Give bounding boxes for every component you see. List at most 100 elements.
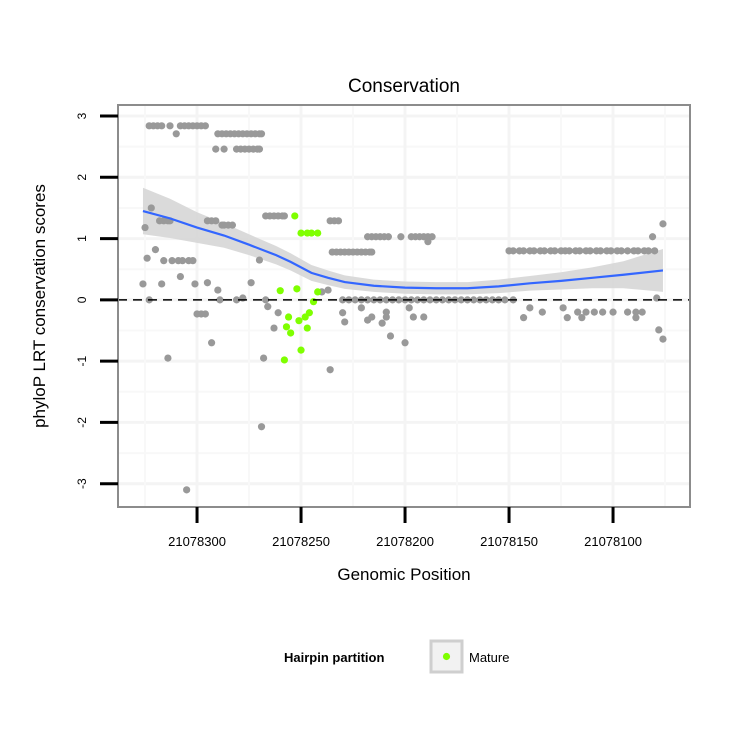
x-tick-label: 21078300 [168,534,226,549]
other-point [395,296,403,304]
mature-point [303,324,311,332]
legend-title: Hairpin partition [284,650,384,665]
other-point [624,247,632,255]
x-axis-title: Genomic Position [337,565,470,584]
other-point [401,339,409,347]
other-point [164,354,172,362]
mature-point [297,346,305,354]
other-point [586,247,594,255]
other-point [397,233,405,241]
other-point [166,122,174,130]
other-point [651,247,659,255]
y-tick-label: -3 [75,478,89,489]
mature-point [293,285,301,293]
other-point [326,366,334,374]
other-point [158,122,166,130]
other-point [590,308,598,316]
other-point [208,339,216,347]
mature-point [284,313,293,321]
y-tick-label: 1 [75,235,89,242]
y-axis: -3 -2 -1 0 1 2 3 [75,112,118,489]
other-point [262,296,270,304]
mature-point [295,317,303,325]
other-point [220,145,228,153]
other-point [264,303,272,311]
other-point [563,314,571,322]
other-point [257,423,266,431]
x-axis: 21078300 21078250 21078200 21078150 21078100 [168,507,642,549]
other-point [274,309,282,317]
other-point [183,486,191,494]
other-point [638,308,646,316]
other-point [540,247,549,255]
other-point [228,221,236,229]
other-point [617,247,625,255]
mature-point [282,323,291,331]
other-point [176,272,184,281]
y-tick-label: 3 [75,112,89,119]
other-point [438,296,447,304]
other-point [538,308,546,316]
other-point [526,304,534,312]
other-point [160,257,168,265]
other-point [334,217,343,225]
other-point [368,248,376,256]
other-point [232,296,241,304]
x-tick-label: 21078100 [584,534,642,549]
other-point [191,280,199,288]
legend: Hairpin partition Mature [284,639,509,674]
mature-point [276,287,284,295]
other-point [551,247,559,255]
loess-line [142,209,664,290]
other-point [420,313,428,321]
other-point [378,319,386,327]
other-point [172,130,180,138]
mature-point [314,288,322,296]
data-points [139,122,667,494]
y-tick-label: 2 [75,174,89,181]
other-point [201,310,209,318]
other-point [357,304,365,312]
other-point [457,296,465,304]
other-point [216,296,224,304]
other-point [405,304,413,312]
other-point [624,308,632,316]
y-axis-title: phyloP LRT conservation scores [30,184,49,428]
mature-point [287,329,295,337]
x-tick-label: 21078200 [376,534,434,549]
other-point [655,326,663,334]
other-point [382,313,390,321]
other-point [339,309,347,317]
other-point [520,247,528,255]
other-point [341,318,349,326]
other-point [501,296,509,304]
other-point [270,324,278,332]
other-point [212,217,220,225]
other-point [413,296,422,304]
other-point [212,145,220,153]
other-point [168,257,176,265]
y-tick-label: 0 [75,296,89,303]
other-point [574,308,582,316]
other-point [632,314,640,322]
other-point [634,247,642,255]
other-point [141,223,149,232]
other-point [158,280,166,288]
other-point [364,296,372,304]
other-point [599,308,607,316]
other-point [143,254,151,262]
other-point [424,238,432,246]
other-point [520,314,528,322]
other-point [509,247,517,255]
other-point [648,233,657,241]
other-point [426,296,434,304]
other-point [351,296,359,304]
other-point [644,247,653,255]
other-point [257,130,266,138]
legend-label-mature: Mature [469,650,509,665]
other-point [659,220,667,228]
other-point [280,212,288,220]
other-point [530,247,538,255]
other-point [151,246,160,254]
